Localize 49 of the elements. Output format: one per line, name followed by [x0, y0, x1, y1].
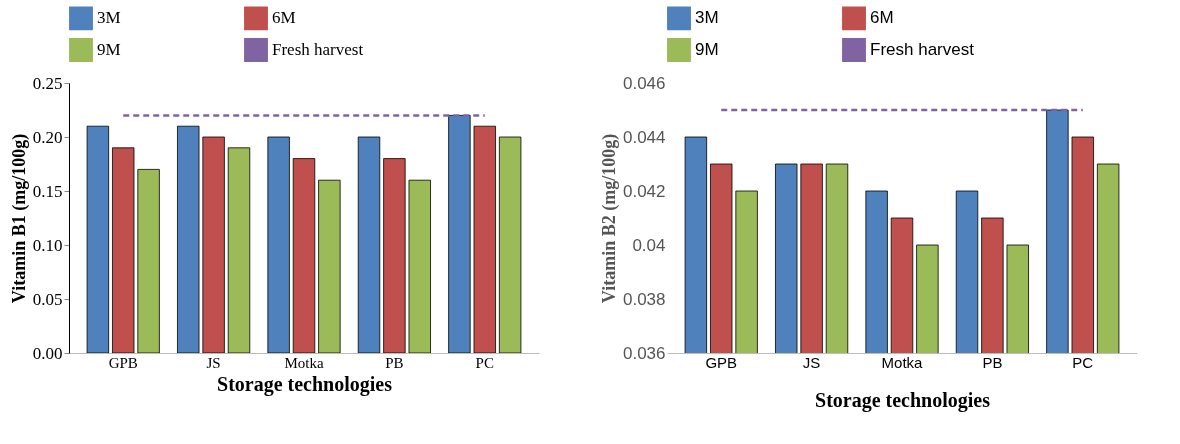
- legend-label: Fresh harvest: [272, 40, 364, 59]
- bar: [292, 158, 316, 353]
- y-tick-label: 0.04: [632, 235, 666, 255]
- bar: [383, 158, 406, 353]
- bar: [202, 136, 225, 353]
- legend-label: 3M: [97, 8, 121, 28]
- y-tick-label: 0.038: [622, 289, 666, 309]
- x-tick-label: JS: [206, 354, 221, 371]
- y-axis-title: Vitamin B1 (mg/100g): [8, 133, 30, 304]
- legend-label: 9M: [97, 40, 121, 59]
- y-tick-label: 0.044: [622, 127, 666, 147]
- x-tick-label: PB: [385, 354, 404, 371]
- bar: [227, 147, 251, 353]
- y-tick-label: 0.05: [32, 289, 63, 309]
- x-tick-label: JS: [802, 353, 821, 371]
- legend-label: 3M: [695, 8, 719, 28]
- x-tick-label: PC: [1072, 353, 1094, 371]
- y-tick-label: 0.046: [622, 73, 666, 93]
- x-axis-title: Storage technologies: [815, 388, 991, 412]
- legend-label: 9M: [695, 40, 719, 59]
- x-tick-label: PC: [475, 354, 494, 371]
- bar: [137, 169, 160, 353]
- bar: [86, 125, 110, 353]
- x-tick-label: GPB: [108, 354, 138, 371]
- y-tick-label: 0.042: [622, 181, 666, 201]
- bar: [112, 147, 135, 353]
- legend-label: 6M: [870, 8, 894, 28]
- x-axis-title: Storage technologies: [217, 372, 393, 396]
- y-axis-title: Vitamin B2 (mg/100g): [598, 133, 620, 304]
- bar: [357, 136, 381, 353]
- x-tick-label: Motka: [284, 354, 324, 371]
- bar: [408, 179, 431, 353]
- x-tick-label: PB: [982, 353, 1003, 371]
- y-tick-label: 0.25: [32, 73, 63, 93]
- bar: [498, 136, 522, 353]
- y-tick-label: 0.00: [32, 343, 63, 363]
- bar: [177, 125, 200, 353]
- legend-label: 6M: [272, 8, 296, 28]
- bar: [448, 115, 471, 353]
- y-tick-label: 0.15: [32, 181, 63, 201]
- y-tick-label: 0.036: [622, 343, 666, 363]
- bar: [473, 125, 496, 353]
- legend-label: Fresh harvest: [870, 40, 975, 59]
- y-tick-label: 0.10: [32, 235, 63, 255]
- x-tick-label: GPB: [705, 353, 738, 371]
- bar: [267, 136, 290, 353]
- y-tick-label: 0.20: [32, 127, 63, 147]
- bar: [318, 179, 341, 353]
- x-tick-label: Motka: [881, 353, 924, 371]
